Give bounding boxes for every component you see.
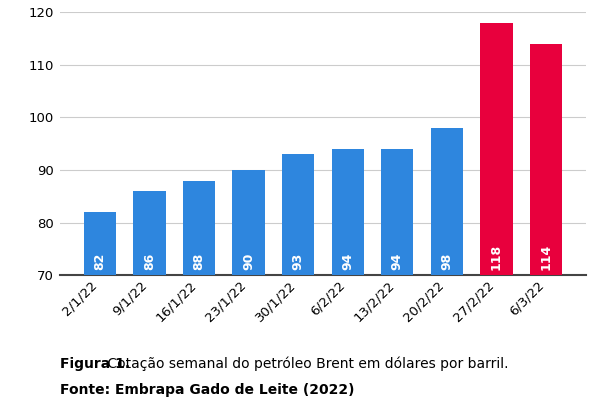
Text: Figura 1.: Figura 1. — [60, 356, 130, 371]
Text: Fonte: Embrapa Gado de Leite (2022): Fonte: Embrapa Gado de Leite (2022) — [60, 383, 354, 397]
Bar — [480, 23, 512, 275]
Text: Cotação semanal do petróleo Brent em dólares por barril.: Cotação semanal do petróleo Brent em dól… — [103, 356, 508, 371]
Bar — [332, 149, 364, 275]
Bar — [84, 212, 116, 275]
Bar — [530, 44, 562, 275]
Text: 94: 94 — [341, 253, 354, 270]
Bar — [282, 154, 314, 275]
Text: 114: 114 — [539, 244, 553, 270]
Text: 82: 82 — [93, 253, 106, 270]
Bar — [183, 181, 215, 275]
Bar — [133, 191, 166, 275]
Text: 93: 93 — [292, 253, 304, 270]
Text: 90: 90 — [242, 253, 255, 270]
Text: 118: 118 — [490, 244, 503, 270]
Text: 94: 94 — [390, 253, 404, 270]
Bar — [431, 128, 463, 275]
Text: 86: 86 — [143, 253, 156, 270]
Bar — [381, 149, 413, 275]
Text: 88: 88 — [193, 253, 206, 270]
Bar — [233, 170, 265, 275]
Text: 98: 98 — [440, 253, 453, 270]
